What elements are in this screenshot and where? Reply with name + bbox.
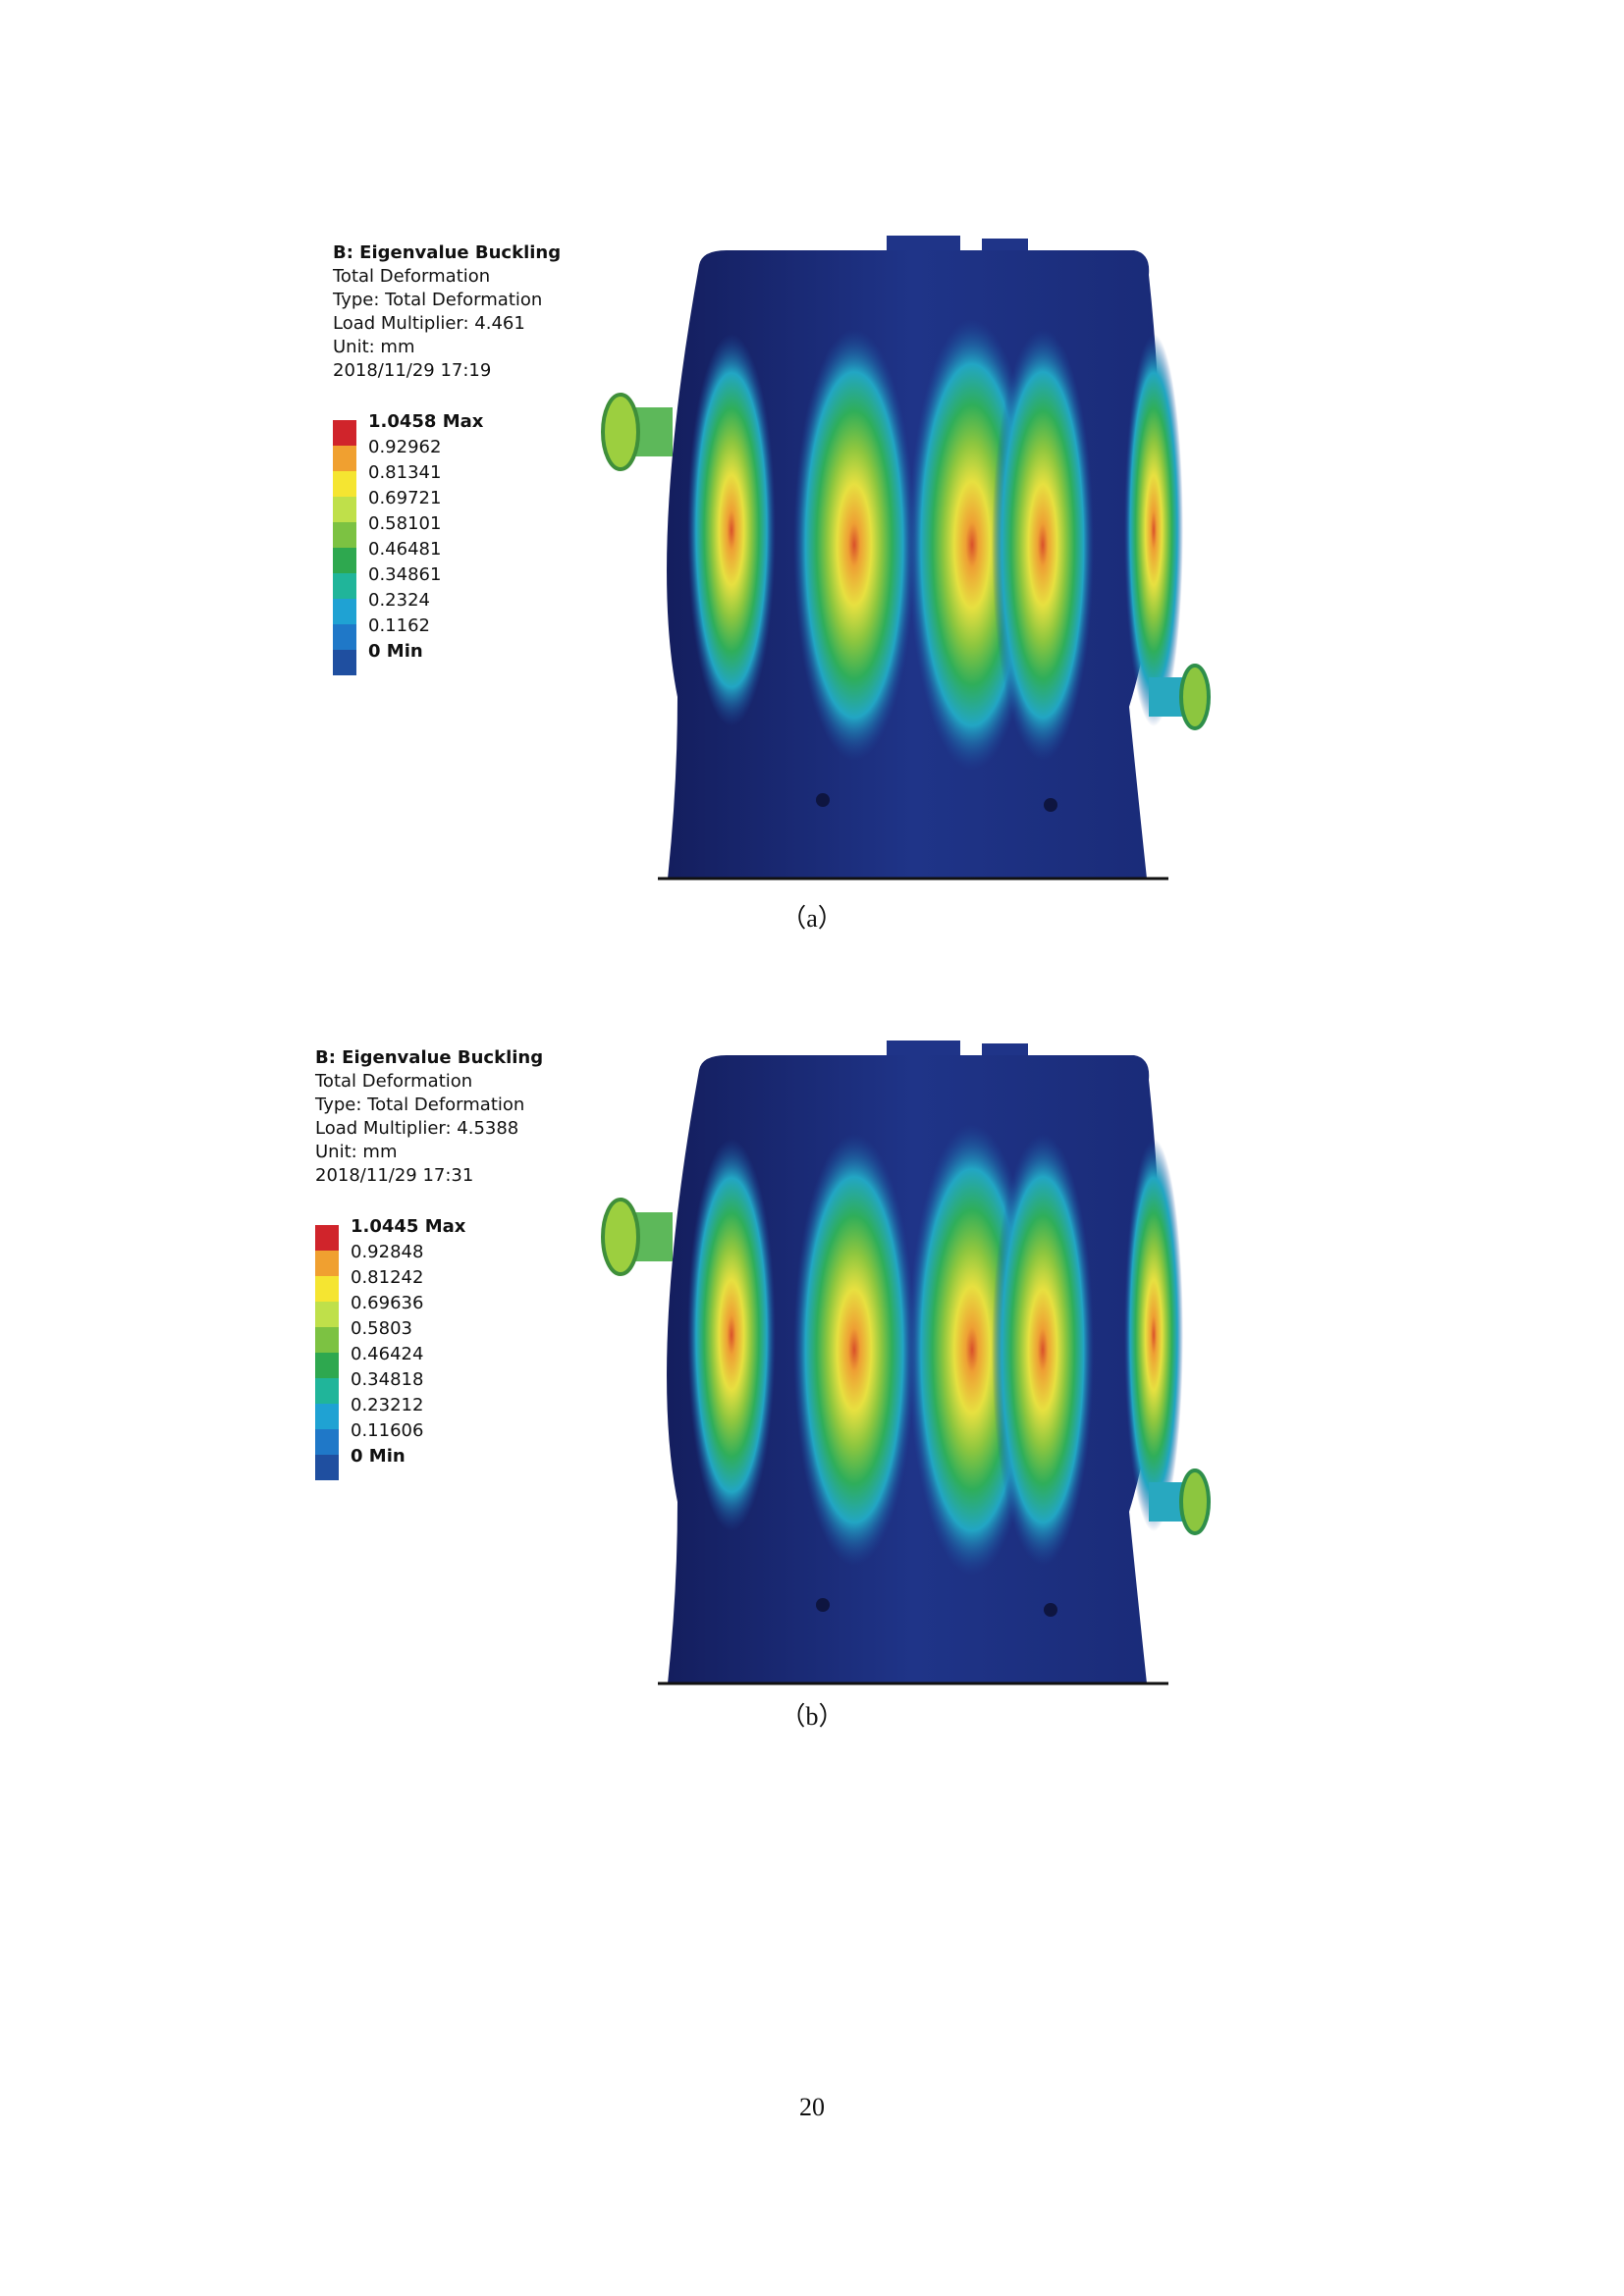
legend-swatch bbox=[333, 599, 356, 624]
legend-header: Total Deformation bbox=[314, 1071, 472, 1092]
legend-label: 0 Min bbox=[351, 1446, 406, 1467]
legend-swatch bbox=[315, 1378, 339, 1404]
legend-header: Unit: mm bbox=[333, 337, 415, 357]
hole bbox=[816, 1598, 830, 1612]
deformation-zone bbox=[992, 1134, 1094, 1566]
legend-swatch bbox=[333, 420, 356, 446]
legend-swatch bbox=[315, 1353, 339, 1378]
deformation-zone bbox=[1124, 334, 1183, 726]
nozzle-flange bbox=[1179, 664, 1211, 730]
legend-swatch bbox=[315, 1429, 339, 1455]
legend-header: Type: Total Deformation bbox=[314, 1095, 524, 1115]
legend-label: 1.0445 Max bbox=[351, 1216, 466, 1237]
nozzle-flange bbox=[601, 1198, 640, 1276]
legend-label: 0.69636 bbox=[351, 1293, 423, 1313]
legend-swatch bbox=[315, 1276, 339, 1302]
legend-swatch bbox=[315, 1327, 339, 1353]
legend-header: B: Eigenvalue Buckling bbox=[315, 1047, 543, 1068]
legend-label: 0.92848 bbox=[351, 1242, 423, 1262]
legend-label: 0.11606 bbox=[351, 1420, 423, 1441]
nozzle-flange bbox=[601, 393, 640, 471]
figure: B: Eigenvalue Buckling Total Deformation T… bbox=[332, 236, 1211, 881]
legend-label: 0.5803 bbox=[351, 1318, 412, 1339]
page-number: 20 bbox=[799, 2093, 825, 2121]
legend-label: 0.58101 bbox=[368, 513, 441, 534]
legend-label: 0.1162 bbox=[368, 615, 430, 636]
legend-swatch bbox=[333, 497, 356, 522]
legend-label: 0.2324 bbox=[368, 590, 430, 611]
figure: B: Eigenvalue Buckling Total Deformation T… bbox=[314, 1041, 1211, 1685]
legend-swatch bbox=[333, 471, 356, 497]
legend-header: 2018/11/29 17:19 bbox=[333, 360, 491, 381]
legend-header: Total Deformation bbox=[332, 266, 490, 287]
legend-label: 0.92962 bbox=[368, 437, 441, 457]
legend-swatch bbox=[315, 1251, 339, 1276]
legend-swatch bbox=[315, 1225, 339, 1251]
legend-label: 0.81242 bbox=[351, 1267, 423, 1288]
legend-swatch bbox=[333, 624, 356, 650]
legend-label: 0.23212 bbox=[351, 1395, 423, 1415]
legend-label: 0.34861 bbox=[368, 564, 441, 585]
legend-swatch bbox=[333, 522, 356, 548]
legend-header: B: Eigenvalue Buckling bbox=[333, 242, 561, 263]
deformation-zone bbox=[687, 1139, 776, 1531]
hole bbox=[1044, 1603, 1057, 1617]
deformation-zone bbox=[793, 1134, 915, 1566]
legend-label: 0.46481 bbox=[368, 539, 441, 560]
deformation-zone bbox=[793, 329, 915, 761]
legend-swatch bbox=[333, 650, 356, 675]
legend-label: 0.69721 bbox=[368, 488, 441, 508]
nozzle-flange bbox=[1179, 1468, 1211, 1535]
legend-swatch bbox=[333, 573, 356, 599]
legend-swatch bbox=[315, 1404, 339, 1429]
hole bbox=[1044, 798, 1057, 812]
legend-header: Load Multiplier: 4.5388 bbox=[315, 1118, 518, 1139]
legend-header: Unit: mm bbox=[315, 1142, 398, 1162]
legend-swatch bbox=[333, 446, 356, 471]
hole bbox=[816, 793, 830, 807]
legend-swatch bbox=[333, 548, 356, 573]
legend-label: 0.46424 bbox=[351, 1344, 423, 1364]
legend-label: 0.34818 bbox=[351, 1369, 423, 1390]
deformation-zone bbox=[992, 329, 1094, 761]
deformation-zone bbox=[1124, 1139, 1183, 1531]
legend-swatch bbox=[315, 1302, 339, 1327]
legend-label: 0.81341 bbox=[368, 462, 441, 483]
legend-header: Load Multiplier: 4.461 bbox=[333, 313, 525, 334]
legend-label: 1.0458 Max bbox=[368, 411, 484, 432]
deformation-zone bbox=[687, 334, 776, 726]
legend-header: Type: Total Deformation bbox=[332, 290, 542, 310]
figure-caption: （a） bbox=[781, 904, 843, 933]
legend-header: 2018/11/29 17:31 bbox=[315, 1165, 473, 1186]
legend-label: 0 Min bbox=[368, 641, 423, 662]
figure-caption: （b） bbox=[780, 1702, 844, 1731]
legend-swatch bbox=[315, 1455, 339, 1480]
